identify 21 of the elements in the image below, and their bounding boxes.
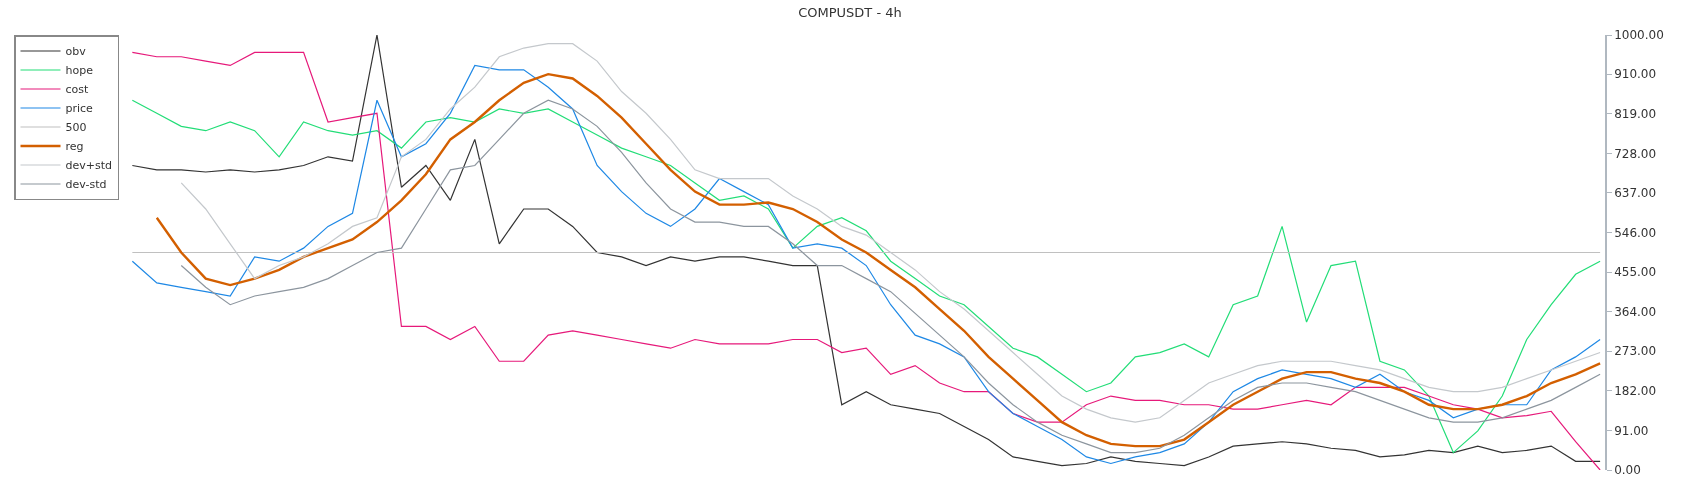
y-tick-label: 455.00 — [1614, 265, 1657, 280]
y-tick-label: 546.00 — [1614, 225, 1657, 240]
legend-label: dev-std — [65, 178, 107, 192]
y-tick-label: 364.00 — [1614, 304, 1657, 319]
chart-title: COMPUSDT - 4h — [798, 4, 902, 20]
y-tick-label: 910.00 — [1614, 67, 1657, 82]
y-tick-label: 819.00 — [1614, 106, 1657, 121]
legend-label: reg — [65, 140, 84, 154]
y-tick-label: 637.00 — [1614, 186, 1657, 201]
y-tick-label: 0.00 — [1614, 463, 1641, 478]
y-tick-label: 728.00 — [1614, 146, 1657, 161]
legend-label: 500 — [65, 121, 87, 135]
legend-label: dev+std — [65, 159, 113, 173]
legend-label: obv — [65, 45, 87, 59]
legend-label: hope — [65, 64, 94, 78]
legend-label: cost — [65, 83, 90, 97]
y-tick-label: 91.00 — [1614, 423, 1649, 438]
y-tick-label: 1000.00 — [1614, 28, 1664, 43]
legend-label: price — [65, 102, 94, 116]
y-tick-label: 182.00 — [1614, 384, 1657, 399]
y-tick-label: 273.00 — [1614, 344, 1657, 359]
